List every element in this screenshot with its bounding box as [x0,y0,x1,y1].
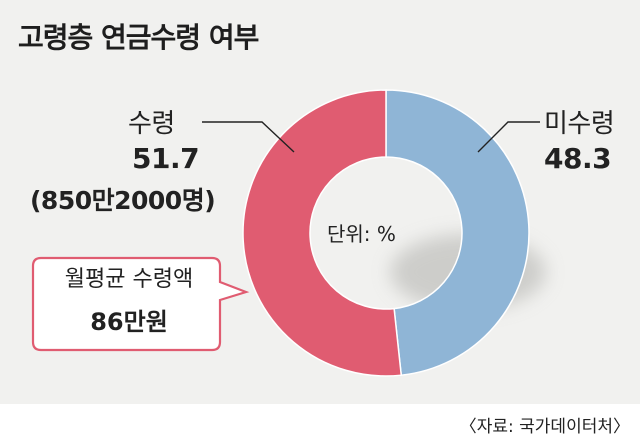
callout-line-2: 86만원 [90,308,168,336]
callout-box [31,256,250,352]
unit-label: 단위: % [327,222,396,246]
slice-label-not-receiving: 미수령 [544,109,615,139]
slice-value-receiving: 51.7 [132,142,200,175]
leader-line-receiving [202,121,295,153]
source-note: 〈자료: 국가데이터처〉 [459,417,630,437]
slice-count-receiving: (850만2000명) [30,186,216,215]
donut-slice-not-receiving [385,89,530,377]
callout-line-1: 월평균 수령액 [64,267,194,292]
slice-value-not-receiving: 48.3 [544,142,612,175]
leader-line-not-receiving [477,121,540,153]
chart-title: 고령층 연금수령 여부 [18,21,259,54]
slice-label-receiving: 수령 [128,109,175,139]
donut-slice-receiving [242,89,403,377]
